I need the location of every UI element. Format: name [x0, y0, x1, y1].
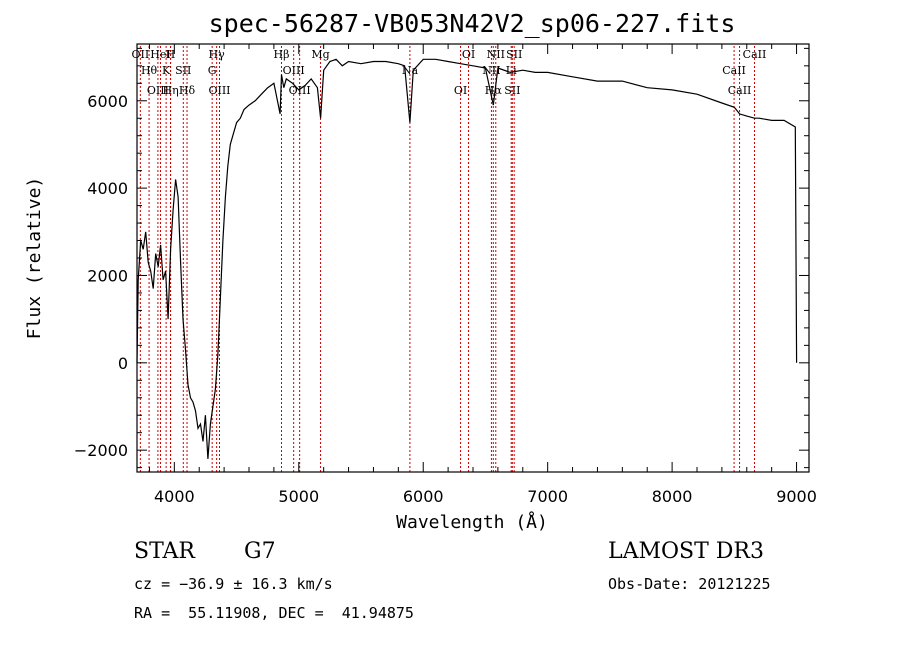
spectral-line-label: OI [454, 84, 467, 97]
spectral-line-label: Hδ [179, 84, 196, 97]
spectral-line-label: CaII [722, 64, 746, 77]
spectral-line-label: NII [487, 48, 505, 61]
spectral-line-label: Hα [485, 84, 503, 97]
x-tick-label: 9000 [776, 487, 817, 506]
spectrum-series-line [136, 58, 798, 459]
x-axis-label: Wavelength (Å) [396, 511, 548, 533]
spectral-line-label: Li [506, 64, 517, 77]
spectral-line-label: OIII [289, 84, 311, 97]
x-tick-label: 5000 [278, 487, 319, 506]
spectral-line-label: OIII [283, 64, 305, 77]
spectral-line-label: SII [175, 64, 191, 77]
spectral-line-label: G [208, 64, 217, 77]
spectral-line-label: Hβ [274, 48, 290, 61]
y-tick-label: 0 [118, 354, 128, 373]
object-subclass: G7 [244, 539, 276, 564]
redshift-velocity: cz = −36.9 ± 16.3 km/s [134, 575, 333, 593]
spectral-line-label: CaII [743, 48, 767, 61]
spectral-line-label: Mg [311, 48, 329, 61]
spectral-line-label: CaII [728, 84, 752, 97]
y-tick-label: 4000 [87, 179, 128, 198]
spectral-line-label: Hθ [141, 64, 158, 77]
spectral-lines-layer [139, 46, 755, 472]
survey-name: LAMOST DR3 [608, 539, 764, 564]
x-tick-label: 4000 [154, 487, 195, 506]
y-axis-label: Flux (relative) [24, 177, 45, 340]
spectral-line-label: H [166, 48, 176, 61]
y-tick-label: 2000 [87, 266, 128, 285]
spectral-line-label: Na [402, 64, 419, 77]
plot-frame [136, 43, 810, 473]
spectral-line-label: OIII [208, 84, 230, 97]
spectral-line-label: K [162, 64, 171, 77]
chart-title: spec-56287-VB053N42V2_sp06-227.fits [209, 9, 736, 38]
spectral-line-label: Hη [163, 84, 179, 97]
spectral-line-label: OII [132, 48, 150, 61]
object-class: STAR [134, 539, 195, 564]
sky-coordinates: RA = 55.11908, DEC = 41.94875 [134, 604, 414, 622]
x-tick-label: 6000 [403, 487, 444, 506]
y-tick-label: −2000 [74, 441, 128, 460]
spectral-line-labels: OII Hθ OIII HeI K Hη H SII Hδ Hγ G OIII Hβ OIII OIII Mg… [132, 48, 767, 97]
spectral-line-label: SII [504, 84, 520, 97]
spectral-line-label: SII [506, 48, 522, 61]
spectral-line-label: OI [462, 48, 475, 61]
y-tick-label: 6000 [87, 92, 128, 111]
x-tick-label: 8000 [652, 487, 693, 506]
spectral-line-label: HeI [150, 48, 170, 61]
axis-ticks: 4000 5000 6000 7000 8000 9000 −2000 0 2000 4000 60… [74, 44, 817, 506]
spectral-line-label: Hγ [209, 48, 226, 61]
x-tick-label: 7000 [527, 487, 568, 506]
spectral-line-label: OIII [147, 84, 169, 97]
observation-date: Obs-Date: 20121225 [608, 575, 771, 593]
